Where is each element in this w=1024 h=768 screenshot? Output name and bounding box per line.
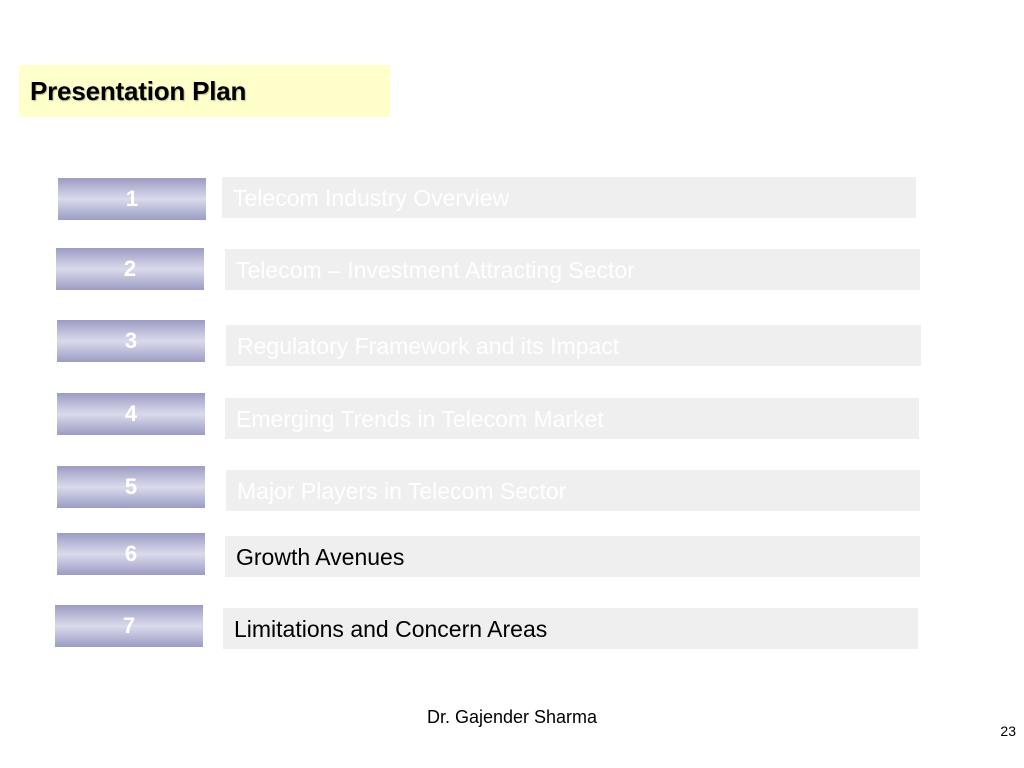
agenda-item-5: Major Players in Telecom Sector — [226, 470, 920, 511]
item-number-box-4: 4 — [57, 393, 205, 435]
page-number: 23 — [1000, 723, 1016, 739]
item-number-box-2: 2 — [56, 248, 204, 290]
agenda-item-1: Telecom Industry Overview — [222, 177, 916, 218]
agenda-item-label-2: Telecom – Investment Attracting Sector — [236, 256, 635, 283]
item-number-7: 7 — [122, 613, 136, 638]
slide-title: Presentation Plan — [30, 75, 247, 106]
item-number-box-5: 5 — [57, 466, 205, 508]
title-banner: Presentation Plan — [19, 65, 390, 117]
agenda-item-4: Emerging Trends in Telecom Market — [225, 398, 919, 439]
agenda-item-label-3: Regulatory Framework and its Impact — [237, 332, 620, 359]
agenda-item-label-6: Growth Avenues — [236, 543, 405, 570]
item-number-4: 4 — [124, 401, 138, 426]
agenda-item-6: Growth Avenues — [225, 536, 920, 577]
item-number-2: 2 — [123, 256, 137, 281]
item-number-box-3: 3 — [57, 320, 205, 362]
agenda-item-label-5: Major Players in Telecom Sector — [237, 477, 567, 504]
item-number-box-6: 6 — [57, 533, 205, 575]
agenda-item-2: Telecom – Investment Attracting Sector — [225, 249, 920, 290]
item-number-box-1: 1 — [58, 178, 206, 220]
item-number-3: 3 — [124, 328, 138, 353]
item-number-6: 6 — [124, 541, 138, 566]
item-number-box-7: 7 — [55, 605, 203, 647]
agenda-item-3: Regulatory Framework and its Impact — [226, 325, 921, 366]
agenda-item-label-4: Emerging Trends in Telecom Market — [236, 405, 604, 432]
item-number-1: 1 — [125, 186, 139, 211]
author-footer: Dr. Gajender Sharma — [426, 707, 598, 727]
item-number-5: 5 — [124, 474, 138, 499]
agenda-item-7: Limitations and Concern Areas — [223, 608, 918, 649]
agenda-item-label-7: Limitations and Concern Areas — [234, 615, 548, 642]
agenda-item-label-1: Telecom Industry Overview — [233, 184, 510, 211]
